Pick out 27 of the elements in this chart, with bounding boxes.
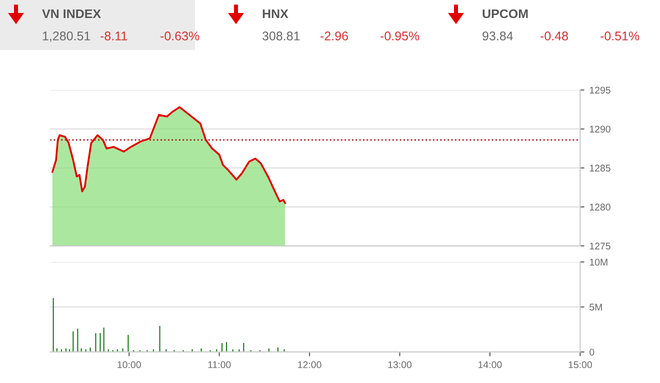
text: -2.96	[320, 32, 348, 40]
x-tick-label: 14:00	[478, 361, 502, 368]
y-tick-label: 10M	[590, 258, 608, 266]
y-tick-label: 1290	[590, 126, 610, 133]
text: -0.95%	[380, 32, 420, 40]
y-tick-label: 1275	[590, 242, 610, 250]
text: 308.81	[262, 32, 300, 40]
x-tick-label: 11:00	[208, 361, 231, 368]
text: HNX	[262, 9, 288, 18]
text: UPCOM	[482, 9, 528, 18]
text: 93.84	[482, 32, 513, 40]
y-tick-label: 1280	[590, 204, 610, 211]
text: 1,280.51	[42, 32, 90, 42]
text: VN INDEX	[42, 9, 101, 18]
x-tick-label: 13:00	[388, 361, 412, 368]
text: -0.48	[540, 32, 568, 40]
line-series	[52, 106, 286, 204]
y-tick-label: 1285	[590, 164, 610, 172]
text: -8.11	[100, 32, 127, 40]
x-tick-label: 12:00	[298, 361, 322, 368]
y-tick-label: 5M	[590, 304, 602, 311]
text: -0.63%	[160, 32, 200, 40]
text: -0.51%	[600, 32, 640, 40]
y-tick-label: 1295	[590, 86, 610, 94]
x-tick-label: 15:00	[568, 361, 592, 368]
y-tick-label: 0	[590, 348, 594, 356]
x-tick-label: 10:00	[118, 361, 141, 368]
